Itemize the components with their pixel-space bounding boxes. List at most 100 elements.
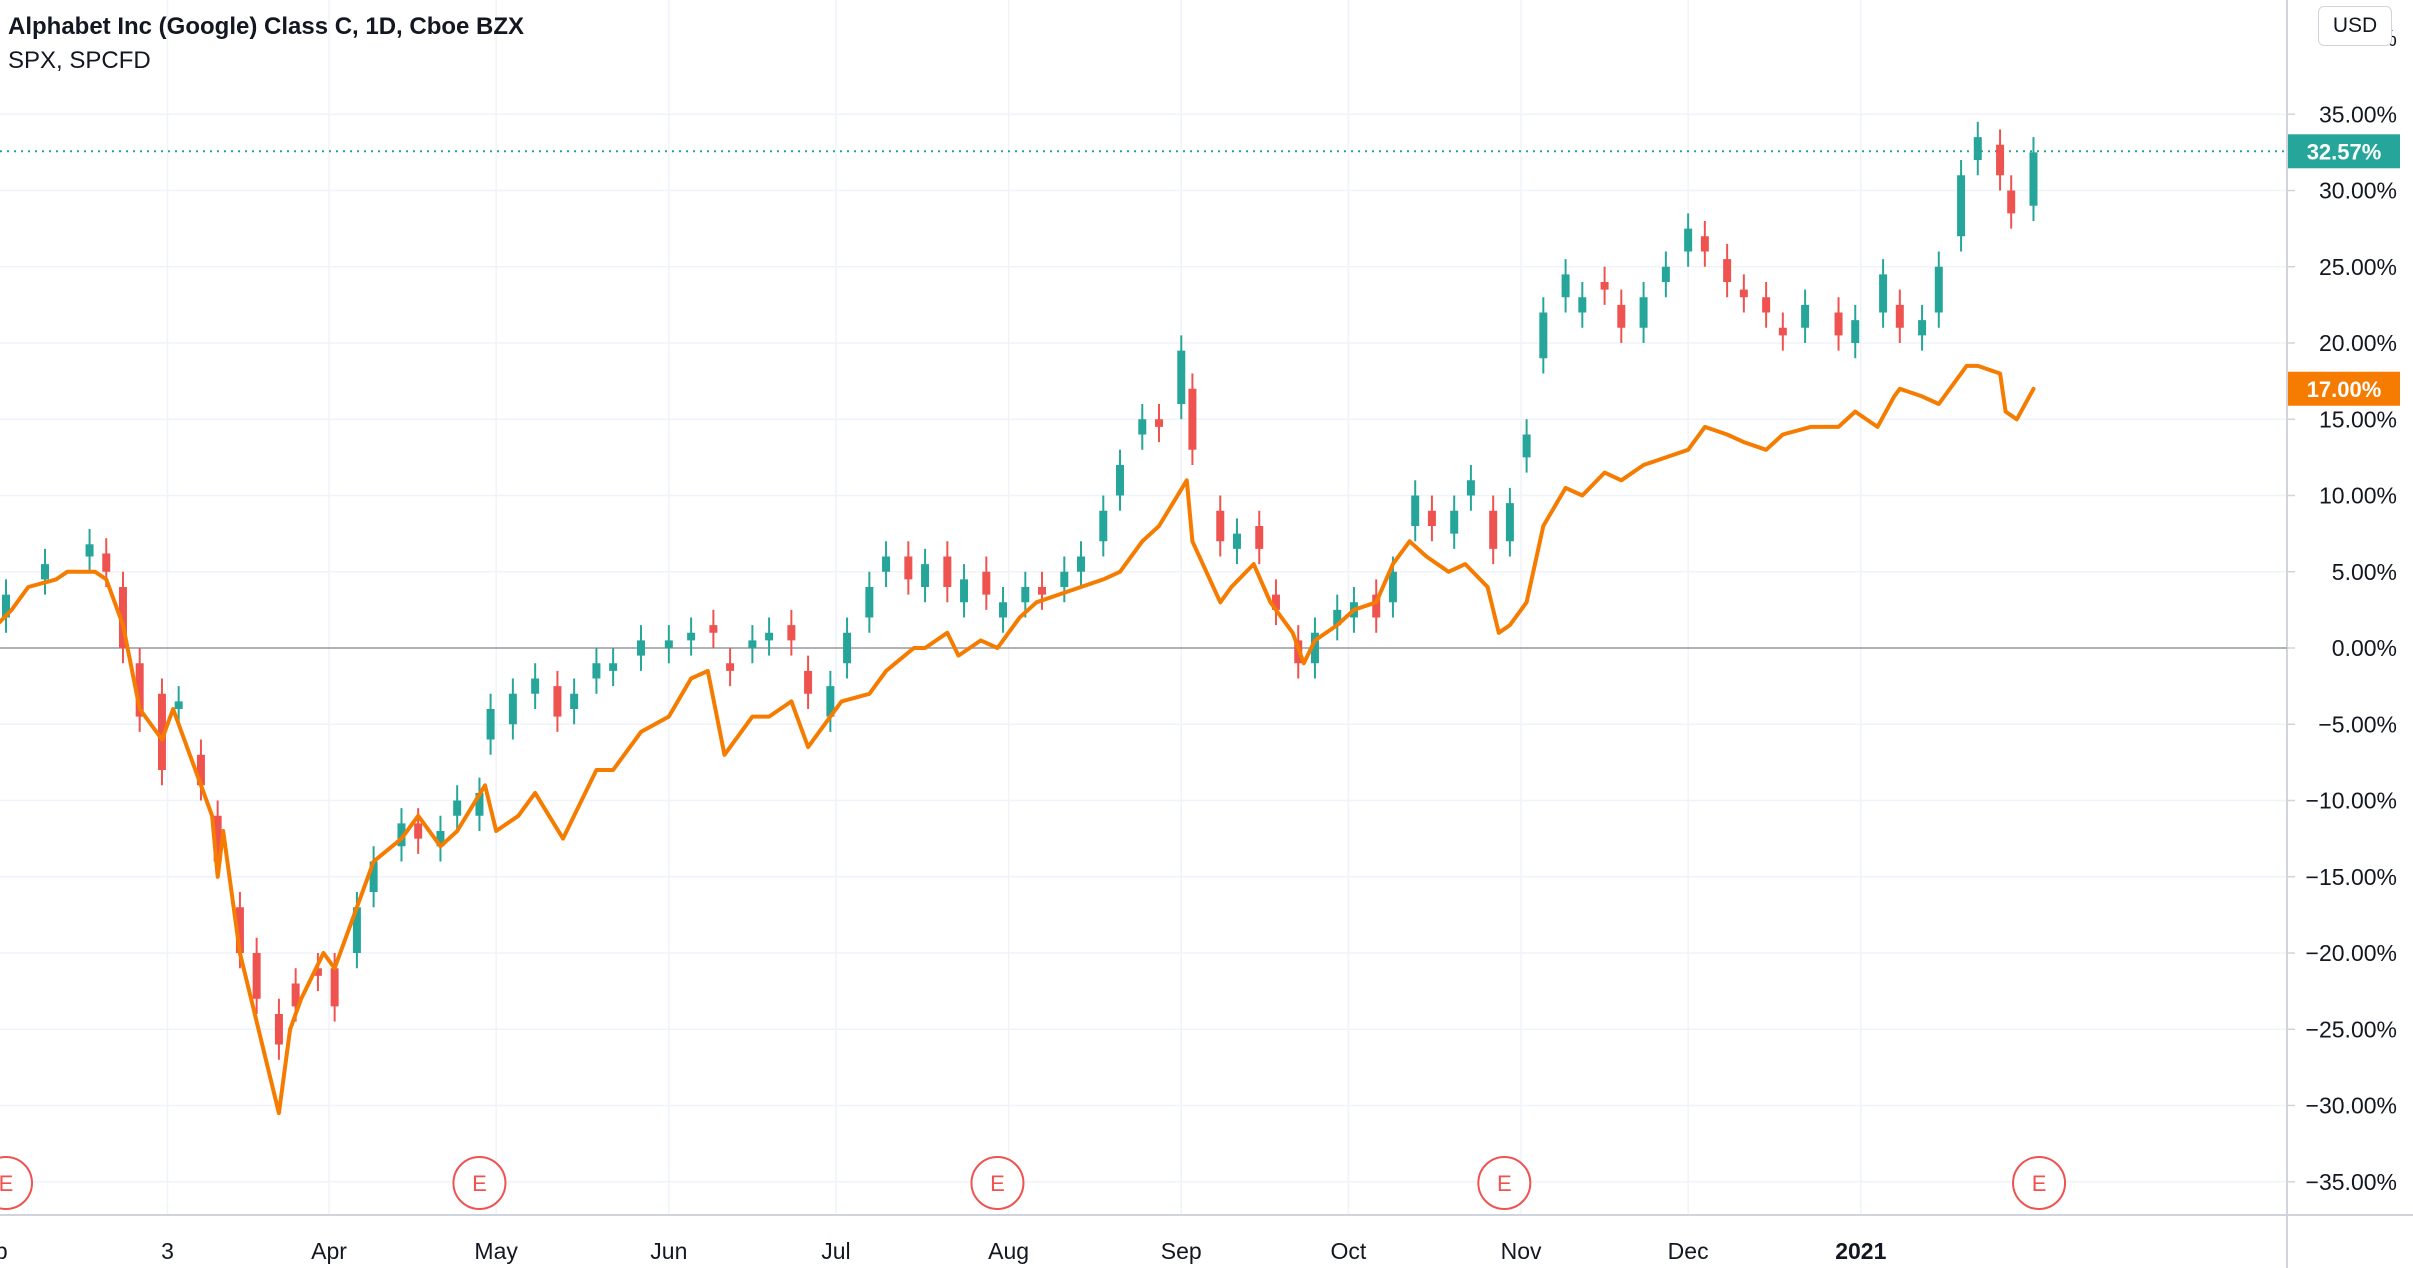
price-axis[interactable]: 35.00% 30.00% 25.00% 20.00% 15.00% 10.00% 5.00… [2287, 25, 2397, 1195]
candle-body[interactable] [135, 663, 144, 717]
candle-body[interactable] [252, 953, 261, 999]
earnings-marker[interactable] [1477, 1156, 1532, 1210]
candle-body[interactable] [235, 907, 244, 953]
candle-body[interactable] [1723, 259, 1732, 282]
candle-body[interactable] [1372, 594, 1381, 618]
candle-body[interactable] [1177, 350, 1186, 404]
candle-body[interactable] [1700, 236, 1709, 252]
currency-button[interactable]: USD [2318, 6, 2392, 46]
candle-body[interactable] [1801, 304, 1810, 328]
candle-body[interactable] [1561, 274, 1570, 298]
candle-body[interactable] [1154, 419, 1163, 427]
candle-body[interactable] [531, 678, 540, 694]
candle-body[interactable] [1600, 282, 1609, 290]
candle-body[interactable] [1411, 495, 1420, 527]
candle-body[interactable] [1834, 312, 1843, 336]
candle-body[interactable] [1934, 266, 1943, 313]
candle-body[interactable] [687, 632, 696, 641]
candle-body[interactable] [943, 556, 952, 588]
candle-body[interactable] [330, 968, 339, 1007]
candle-body[interactable] [904, 556, 913, 580]
candle-body[interactable] [1684, 228, 1693, 252]
candle-body[interactable] [1466, 480, 1475, 496]
candle-body[interactable] [2007, 190, 2016, 214]
candle-body[interactable] [352, 907, 361, 953]
candle-body[interactable] [291, 983, 300, 1007]
candle-body[interactable] [369, 861, 378, 893]
candle-body[interactable] [1077, 556, 1086, 572]
candle-body[interactable] [882, 556, 891, 572]
candle-body[interactable] [1427, 510, 1436, 526]
candle-body[interactable] [486, 709, 495, 740]
candle-body[interactable] [1450, 510, 1459, 534]
candle-body[interactable] [174, 701, 183, 709]
candle-body[interactable] [118, 587, 127, 648]
candle-body[interactable] [40, 564, 49, 580]
candle-body[interactable] [1739, 289, 1748, 298]
candle-body[interactable] [85, 544, 94, 557]
candle-body[interactable] [196, 754, 205, 786]
candle-body[interactable] [2, 594, 10, 618]
candle-body[interactable] [1879, 274, 1888, 313]
earnings-marker[interactable] [970, 1156, 1025, 1210]
candle-body[interactable] [1539, 312, 1548, 359]
candle-body[interactable] [1333, 609, 1342, 626]
candle-body[interactable] [397, 823, 406, 847]
candle-body[interactable] [1957, 175, 1966, 237]
candle-body[interactable] [1522, 434, 1531, 458]
candle-body[interactable] [1021, 587, 1030, 603]
candle-body[interactable] [1388, 571, 1397, 603]
candle-body[interactable] [1271, 594, 1280, 610]
candle-body[interactable] [843, 632, 852, 664]
candle-body[interactable] [414, 823, 423, 839]
candle-body[interactable] [960, 579, 969, 603]
candle-body[interactable] [765, 632, 774, 641]
earnings-marker[interactable] [452, 1156, 507, 1210]
candle-body[interactable] [1578, 297, 1587, 313]
candle-body[interactable] [999, 602, 1008, 618]
candle-body[interactable] [726, 663, 735, 671]
candle-body[interactable] [1310, 632, 1319, 664]
candle-body[interactable] [1060, 571, 1069, 587]
candle-body[interactable] [453, 800, 462, 816]
earnings-marker[interactable] [0, 1156, 33, 1210]
candle-body[interactable] [826, 686, 835, 717]
candle-body[interactable] [274, 1014, 283, 1045]
main-symbol-title[interactable]: Alphabet Inc (Google) Class C, 1D, Cboe … [8, 13, 525, 40]
candle-body[interactable] [570, 693, 579, 709]
candle-body[interactable] [1099, 510, 1108, 542]
candle-body[interactable] [1116, 465, 1124, 496]
candle-body[interactable] [609, 663, 618, 671]
candle-body[interactable] [1617, 304, 1626, 328]
candle-body[interactable] [436, 831, 445, 847]
candle-body[interactable] [102, 553, 111, 572]
candle-body[interactable] [1973, 137, 1982, 160]
candle-body[interactable] [636, 640, 645, 656]
candle-body[interactable] [313, 968, 322, 976]
candle-body[interactable] [1778, 327, 1787, 336]
candle-body[interactable] [709, 625, 718, 633]
candle-body[interactable] [213, 815, 222, 862]
candle-body[interactable] [1762, 297, 1771, 313]
candle-body[interactable] [1918, 320, 1927, 336]
candle-body[interactable] [592, 663, 601, 679]
candle-body[interactable] [748, 640, 757, 648]
candle-body[interactable] [1255, 526, 1264, 549]
candle-body[interactable] [1639, 297, 1648, 328]
candle-body[interactable] [1038, 587, 1047, 595]
candle-body[interactable] [1232, 533, 1241, 549]
candlestick-series[interactable] [2, 121, 2038, 1060]
candle-body[interactable] [664, 640, 673, 648]
earnings-marker[interactable] [2012, 1156, 2067, 1210]
candle-body[interactable] [1138, 419, 1147, 435]
time-axis[interactable]: eb 3 Apr May Jun Jul Aug Sep Oct Nov Dec 2021 [0, 1238, 1887, 1264]
candle-body[interactable] [1188, 388, 1197, 450]
candle-body[interactable] [2029, 152, 2038, 206]
candle-body[interactable] [157, 693, 166, 770]
candle-body[interactable] [1505, 503, 1514, 542]
candle-body[interactable] [1661, 266, 1670, 282]
spx-comparison-line[interactable] [0, 363, 2036, 1116]
candle-body[interactable] [1996, 144, 2005, 176]
candle-body[interactable] [1489, 510, 1498, 549]
